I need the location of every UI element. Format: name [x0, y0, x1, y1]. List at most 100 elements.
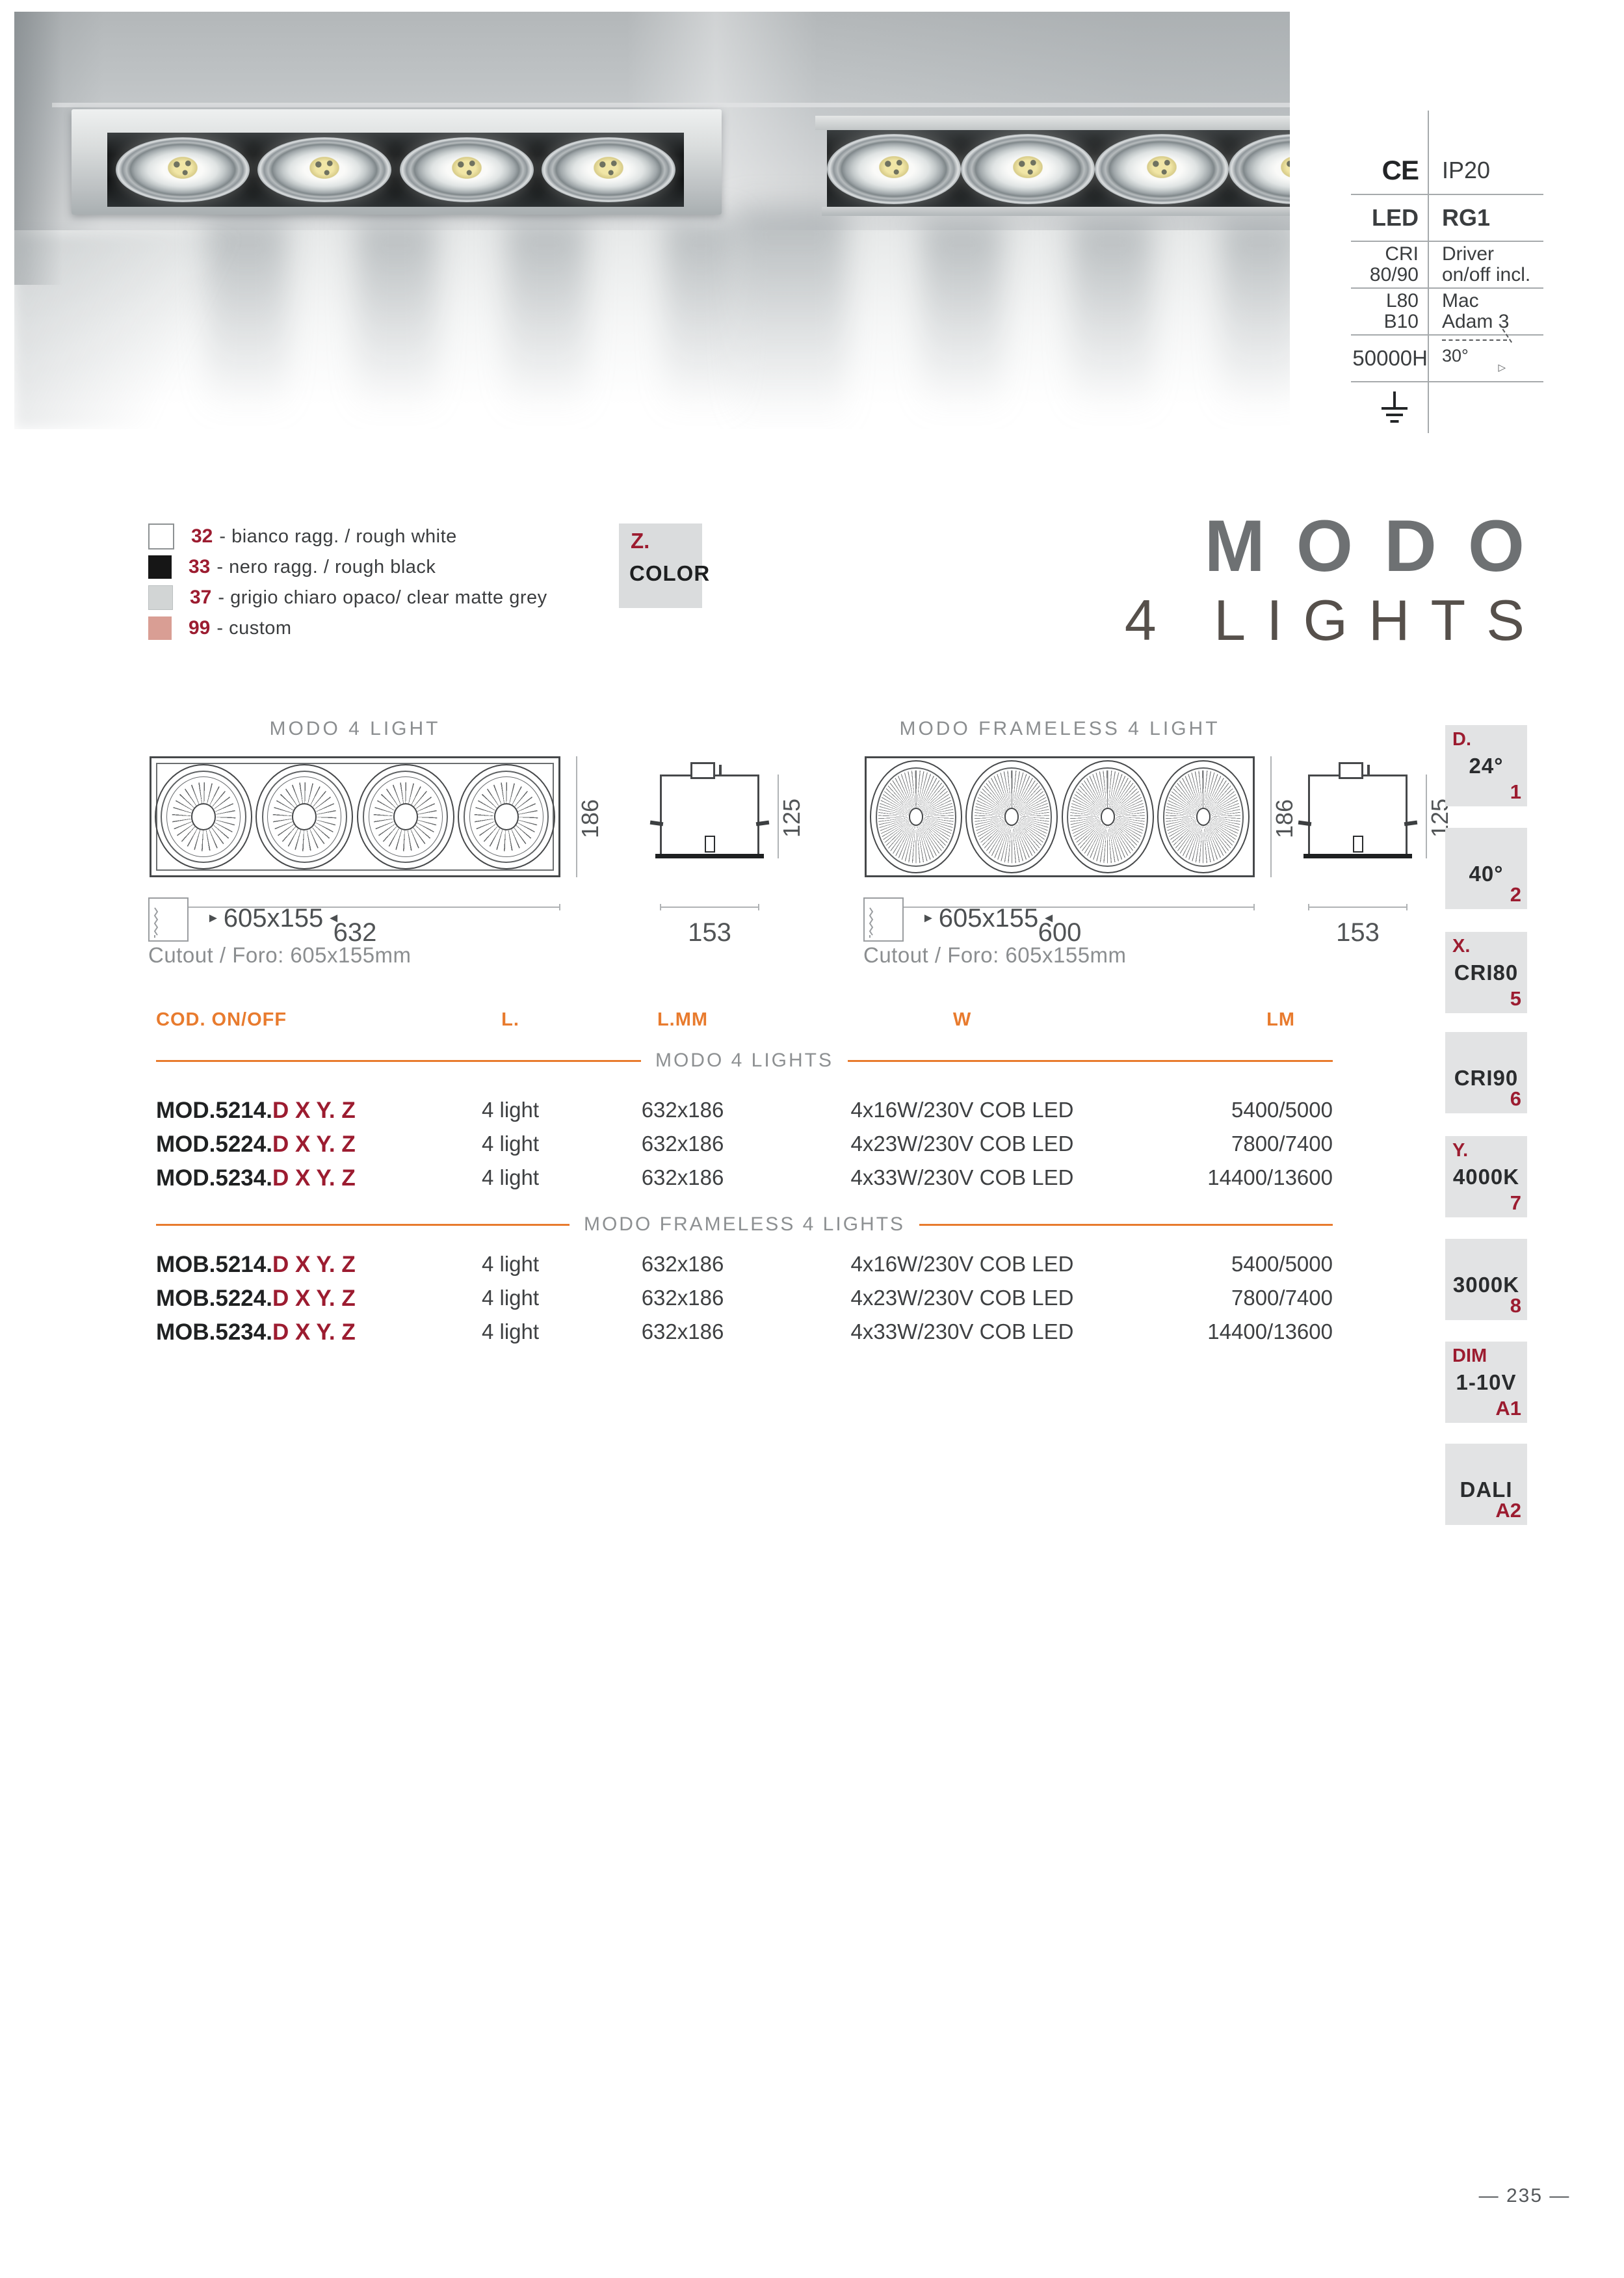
option-index: 6	[1510, 1087, 1521, 1110]
drawing-lamp	[870, 760, 963, 873]
beam-shadow	[356, 219, 437, 427]
beam-shadow	[664, 219, 736, 427]
lamp-ring	[469, 776, 544, 857]
lamp	[399, 137, 534, 202]
table-row: MOD.5214.D X Y. Z 4 light 632x186 4x16W/…	[0, 1098, 1624, 1124]
cutout-zigzag	[869, 907, 874, 938]
beam-shadow	[207, 219, 287, 427]
fixture-trim	[815, 116, 1290, 130]
cell-lumen: 5400/5000	[1231, 1252, 1333, 1276]
color-option-code: Z.	[631, 529, 650, 553]
spec-row-certification: CE IP20	[1351, 147, 1543, 195]
fixture-lamp-window	[107, 133, 684, 207]
option-index: 5	[1510, 987, 1521, 1010]
lamp-hub	[909, 808, 924, 826]
cell-size: 632x186	[641, 1286, 724, 1310]
led-text: LED	[1372, 204, 1419, 231]
b10-line: B10	[1383, 311, 1419, 332]
product-code: MOD.5214.	[156, 1098, 272, 1123]
color-label: - custom	[216, 617, 292, 639]
lamp-hub	[292, 803, 317, 830]
option-box-dim-1-10v: DIM 1-10V A1	[1445, 1342, 1527, 1423]
height-dim-line	[576, 756, 577, 877]
swatch-matte-grey	[148, 585, 173, 610]
ground-bar	[1382, 407, 1408, 410]
drawing-lamp	[155, 764, 253, 869]
option-value: 40°	[1469, 862, 1504, 886]
divider-label: MODO 4 LIGHTS	[655, 1050, 834, 1071]
lamp-ring	[1162, 767, 1244, 867]
front-view-framed	[150, 756, 560, 877]
option-prefix: Y.	[1452, 1140, 1469, 1161]
ground-icon	[1351, 391, 1428, 429]
legend-row-white: 32 - bianco ragg. / rough white	[148, 523, 457, 550]
cell-lumen: 7800/7400	[1231, 1132, 1333, 1156]
page-subtitle: 4 LIGHTS	[1124, 588, 1545, 652]
product-code-variables: D X Y. Z	[272, 1132, 356, 1157]
lamp	[1229, 134, 1290, 204]
depth-dim-label: 125	[778, 798, 805, 838]
cri-line2: 80/90	[1369, 264, 1419, 285]
drawing-lamp	[255, 764, 354, 869]
lifetime-value: 50000H	[1351, 346, 1428, 371]
beam-shadow	[922, 219, 1002, 427]
beam-dash-line	[1442, 339, 1507, 341]
cable-stub	[719, 765, 722, 775]
cutout-icon	[863, 897, 904, 942]
beam-angle-icon: 30° ▷	[1428, 323, 1543, 377]
lamp	[1095, 134, 1229, 204]
lamp	[257, 137, 392, 202]
cell-lights: 4 light	[481, 1286, 540, 1310]
corner-shadow	[14, 234, 294, 429]
drawing-lamp	[965, 760, 1058, 873]
page-title: MODO	[1204, 505, 1556, 587]
cutout-icon	[148, 897, 189, 942]
dim-tick	[1308, 904, 1309, 910]
color-label: - grigio chiaro opaco/ clear matte grey	[218, 587, 547, 608]
cutout-note: Cutout / Foro: 605x155mm	[863, 943, 1127, 967]
l80-line: L80	[1385, 289, 1419, 311]
lamp-ring	[166, 776, 241, 857]
option-index: 7	[1510, 1191, 1521, 1214]
divider-line	[919, 1223, 1333, 1226]
legend-row-black: 33 - nero ragg. / rough black	[148, 555, 436, 579]
mounting-clip	[1404, 820, 1418, 827]
fixture-trim-bottom	[822, 207, 1290, 216]
swatch-custom	[148, 616, 172, 640]
ground-symbol-graphic	[1380, 391, 1409, 429]
lamp	[542, 137, 676, 202]
page-number: — 235 —	[1478, 2185, 1571, 2206]
cutout-note: Cutout / Foro: 605x155mm	[148, 943, 412, 967]
height-dim-label: 186	[577, 799, 603, 839]
spec-row-lifetime: 50000H 30° ▷	[1351, 323, 1543, 382]
side-width-dim-label: 153	[688, 918, 731, 947]
table-header-length: L.	[501, 1009, 519, 1030]
cell-size: 632x186	[641, 1098, 724, 1122]
product-code: MOD.5224.	[156, 1132, 272, 1157]
table-row: MOB.5224.D X Y. Z 4 light 632x186 4x23W/…	[0, 1286, 1624, 1312]
arrow-left-icon: ◄	[327, 911, 341, 925]
width-dim-label: 600	[1038, 918, 1082, 947]
mounting-clip	[1298, 820, 1312, 827]
cell-wattage: 4x16W/230V COB LED	[850, 1098, 1074, 1122]
beam-shadow	[736, 207, 846, 429]
dim-tick	[559, 904, 560, 910]
lamp-hub	[1100, 808, 1115, 826]
side-width-dim-line	[1308, 904, 1408, 910]
option-index: A2	[1495, 1499, 1521, 1522]
legend-row-custom: 99 - custom	[148, 616, 292, 641]
divider-line	[848, 1059, 1333, 1062]
spec-row-cri: CRI 80/90 Driver on/off incl.	[1351, 242, 1543, 289]
ground-stem	[1393, 391, 1396, 407]
product-code-variables: D X Y. Z	[272, 1165, 356, 1191]
table-header-lmm: L.MM	[657, 1009, 709, 1030]
color-option-label: COLOR	[629, 561, 711, 585]
lamp-ring	[876, 767, 957, 867]
beam-angle-text: 30°	[1442, 346, 1469, 365]
dim-tick	[1406, 904, 1408, 910]
lamp-hub	[1196, 808, 1211, 826]
dim-tick	[1253, 904, 1255, 910]
product-code: MOD.5234.	[156, 1165, 272, 1191]
option-box-3000k: 3000K 8	[1445, 1239, 1527, 1320]
